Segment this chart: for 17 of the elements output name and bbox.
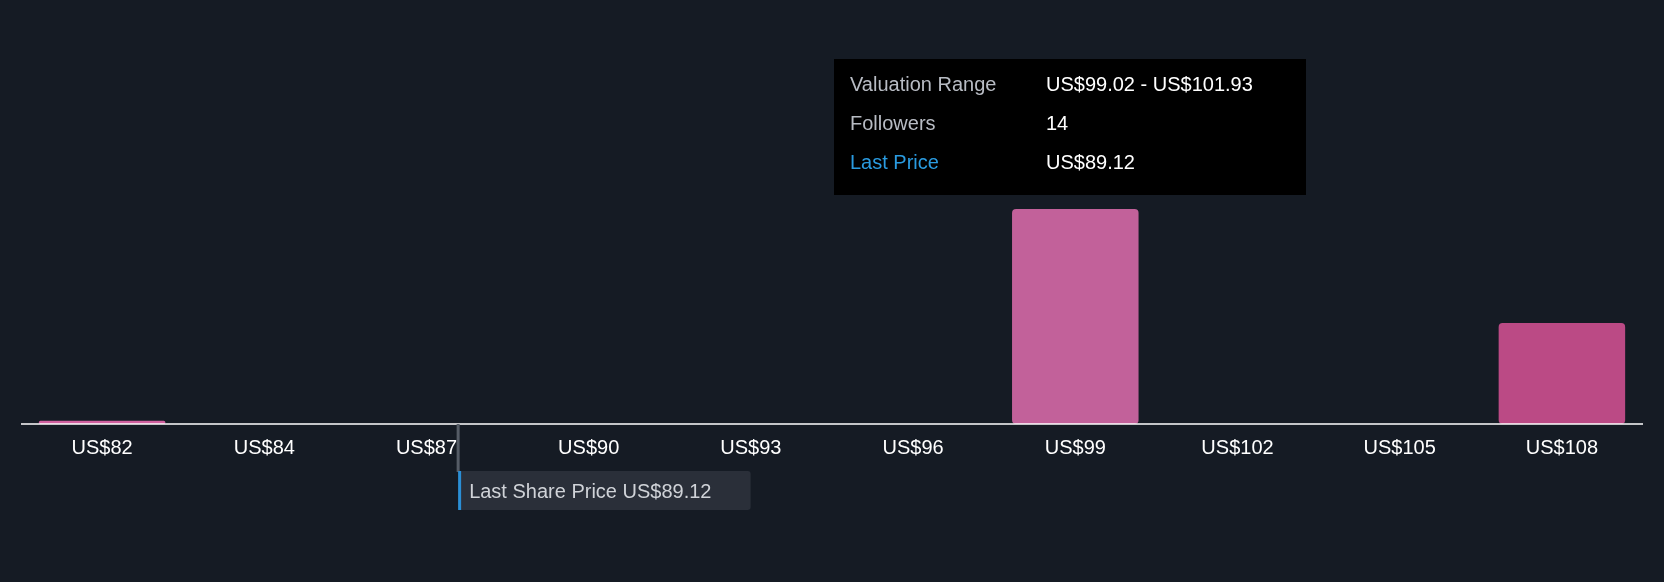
x-tick-label: US$99 bbox=[1044, 436, 1106, 458]
x-tick-label: US$93 bbox=[720, 436, 782, 458]
x-tick-label: US$87 bbox=[395, 436, 458, 458]
text: Last Price bbox=[850, 151, 939, 173]
text: US$99.02 - US$101.93 bbox=[1046, 73, 1253, 95]
x-tick-label: US$82 bbox=[71, 436, 133, 458]
x-tick-label: US$108 bbox=[1525, 436, 1599, 458]
text: 14 bbox=[1046, 112, 1069, 134]
text: US$89.12 bbox=[1046, 151, 1135, 173]
x-tick-label: US$102 bbox=[1201, 436, 1274, 458]
x-tick-label: US$96 bbox=[882, 436, 944, 458]
x-tick-label: US$84 bbox=[233, 436, 295, 458]
text: Followers bbox=[850, 112, 936, 134]
x-tick-label: US$105 bbox=[1363, 436, 1436, 458]
ref-line-label: Last Share Price US$89.12 bbox=[469, 480, 712, 502]
text: Valuation Range bbox=[850, 73, 997, 95]
x-tick-label: US$90 bbox=[558, 436, 620, 458]
